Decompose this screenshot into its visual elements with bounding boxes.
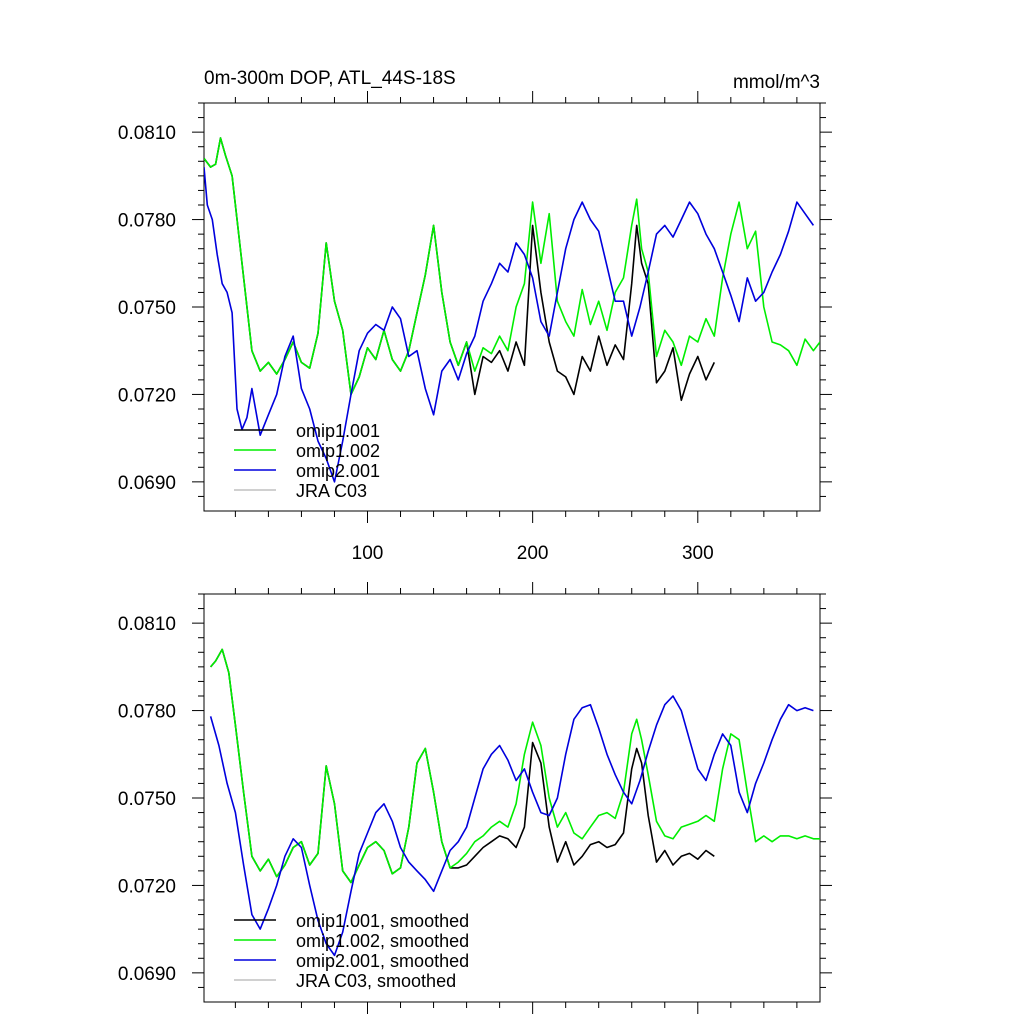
bottom-y-axis bbox=[192, 593, 832, 988]
y-tick-label: 0.0690 bbox=[118, 473, 176, 494]
y-tick-label: 0.0750 bbox=[118, 298, 176, 319]
y-tick-label: 0.0690 bbox=[118, 964, 176, 985]
legend-label: JRA C03 bbox=[296, 481, 367, 501]
units-label: mmol/m^3 bbox=[733, 72, 820, 93]
series-line-omip1-001-smoothed bbox=[209, 648, 715, 884]
legend-label: omip1.002, smoothed bbox=[296, 931, 469, 951]
legend-label: omip2.001, smoothed bbox=[296, 951, 469, 971]
y-tick-label: 0.0720 bbox=[118, 385, 176, 406]
legend-label: omip1.002 bbox=[296, 441, 380, 461]
y-tick-label: 0.0780 bbox=[118, 211, 176, 232]
y-tick-label: 0.0810 bbox=[118, 614, 176, 635]
y-tick-label: 0.0750 bbox=[118, 789, 176, 810]
bottom-x-axis bbox=[234, 582, 798, 1014]
legend-label: omip2.001 bbox=[296, 461, 380, 481]
legend-label: JRA C03, smoothed bbox=[296, 971, 456, 991]
legend-label: omip1.001, smoothed bbox=[296, 911, 469, 931]
x-tick-label: 100 bbox=[352, 543, 384, 564]
x-tick-label: 200 bbox=[517, 543, 549, 564]
y-tick-label: 0.0720 bbox=[118, 876, 176, 897]
legend-label: omip1.001 bbox=[296, 421, 380, 441]
series-line-omip1-002-smoothed bbox=[209, 648, 820, 884]
chart-title: 0m-300m DOP, ATL_44S-18S bbox=[204, 68, 456, 89]
top-panel: 0.0690 0.0720 0.0750 0.0780 0.0810 100 200 300 0… bbox=[118, 68, 832, 564]
series-line-omip1-002 bbox=[204, 137, 820, 396]
top-x-axis bbox=[234, 91, 798, 523]
x-tick-label: 300 bbox=[682, 543, 714, 564]
series-line-omip2-001-smoothed bbox=[209, 695, 814, 957]
y-tick-label: 0.0780 bbox=[118, 702, 176, 723]
series-line-omip2-001 bbox=[204, 167, 815, 483]
top-series-group bbox=[204, 137, 820, 483]
top-y-axis bbox=[192, 102, 832, 497]
bottom-series-group bbox=[209, 648, 820, 957]
bottom-panel: 0.0690 0.0720 0.0750 0.0780 0.0810 omip1.001,… bbox=[118, 582, 832, 1014]
y-tick-label: 0.0810 bbox=[118, 123, 176, 144]
